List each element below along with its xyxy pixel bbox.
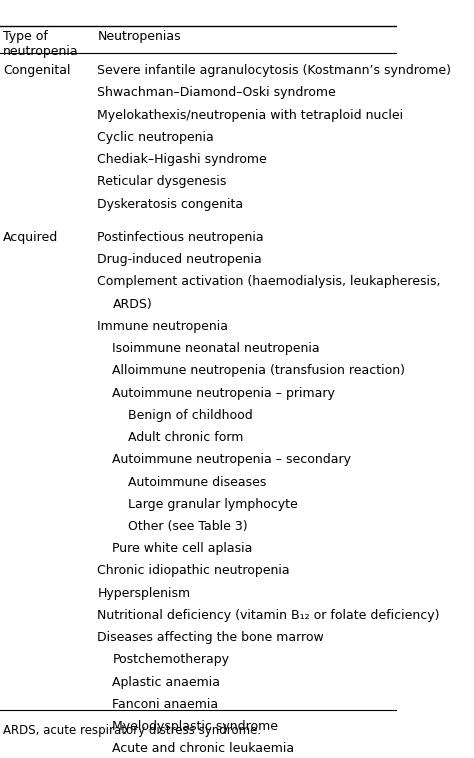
- Text: Postchemotherapy: Postchemotherapy: [112, 653, 229, 666]
- Text: Shwachman–Diamond–Oski syndrome: Shwachman–Diamond–Oski syndrome: [97, 86, 336, 99]
- Text: Acute and chronic leukaemia: Acute and chronic leukaemia: [112, 742, 294, 756]
- Text: Autoimmune neutropenia – primary: Autoimmune neutropenia – primary: [112, 387, 335, 399]
- Text: Postinfectious neutropenia: Postinfectious neutropenia: [97, 231, 264, 244]
- Text: Nutritional deficiency (vitamin B₁₂ or folate deficiency): Nutritional deficiency (vitamin B₁₂ or f…: [97, 609, 440, 622]
- Text: Myelokathexis/neutropenia with tetraploid nuclei: Myelokathexis/neutropenia with tetraploi…: [97, 108, 403, 121]
- Text: Autoimmune diseases: Autoimmune diseases: [128, 475, 266, 488]
- Text: Fanconi anaemia: Fanconi anaemia: [112, 698, 219, 711]
- Text: Chronic idiopathic neutropenia: Chronic idiopathic neutropenia: [97, 565, 290, 578]
- Text: Drug-induced neutropenia: Drug-induced neutropenia: [97, 253, 262, 266]
- Text: Autoimmune neutropenia – secondary: Autoimmune neutropenia – secondary: [112, 453, 351, 466]
- Text: Chediak–Higashi syndrome: Chediak–Higashi syndrome: [97, 153, 267, 166]
- Text: Type of
neutropenia: Type of neutropenia: [3, 30, 79, 58]
- Text: Alloimmune neutropenia (transfusion reaction): Alloimmune neutropenia (transfusion reac…: [112, 365, 405, 377]
- Text: Neutropenias: Neutropenias: [97, 30, 181, 43]
- Text: Cyclic neutropenia: Cyclic neutropenia: [97, 131, 214, 144]
- Text: Other (see Table 3): Other (see Table 3): [128, 520, 247, 533]
- Text: ARDS): ARDS): [112, 298, 152, 311]
- Text: Large granular lymphocyte: Large granular lymphocyte: [128, 498, 297, 511]
- Text: ARDS, acute respiratory distress syndrome.: ARDS, acute respiratory distress syndrom…: [3, 724, 261, 737]
- Text: Benign of childhood: Benign of childhood: [128, 409, 252, 421]
- Text: Severe infantile agranulocytosis (Kostmann’s syndrome): Severe infantile agranulocytosis (Kostma…: [97, 64, 451, 77]
- Text: Immune neutropenia: Immune neutropenia: [97, 320, 228, 333]
- Text: Aplastic anaemia: Aplastic anaemia: [112, 675, 220, 689]
- Text: Isoimmune neonatal neutropenia: Isoimmune neonatal neutropenia: [112, 342, 320, 355]
- Text: Acquired: Acquired: [3, 231, 58, 244]
- Text: Reticular dysgenesis: Reticular dysgenesis: [97, 175, 227, 188]
- Text: Myelodysplastic syndrome: Myelodysplastic syndrome: [112, 720, 278, 733]
- Text: Pure white cell aplasia: Pure white cell aplasia: [112, 542, 253, 556]
- Text: Congenital: Congenital: [3, 64, 71, 77]
- Text: Dyskeratosis congenita: Dyskeratosis congenita: [97, 198, 244, 211]
- Text: Diseases affecting the bone marrow: Diseases affecting the bone marrow: [97, 631, 324, 644]
- Text: Hypersplenism: Hypersplenism: [97, 587, 191, 600]
- Text: Adult chronic form: Adult chronic form: [128, 431, 243, 444]
- Text: Complement activation (haemodialysis, leukapheresis,: Complement activation (haemodialysis, le…: [97, 275, 441, 288]
